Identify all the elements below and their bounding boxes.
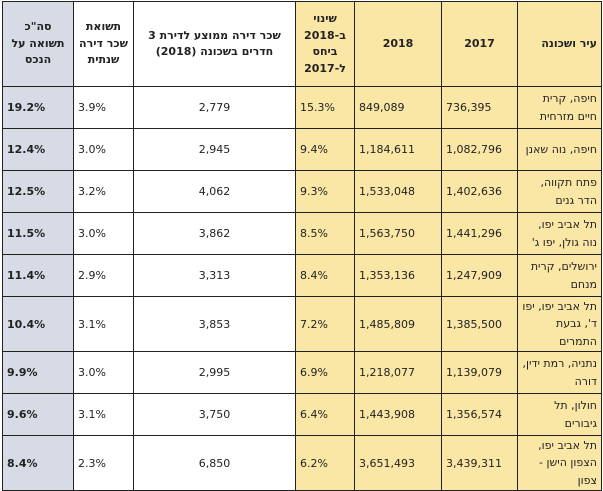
header-row: עיר ושכונה 2017 2018 שינוי ב-2018 ביחס ל… [2, 1, 602, 87]
cell-2017: 1,247,909 [441, 254, 518, 297]
cell-change: 7.2% [295, 296, 355, 352]
cell-change: 6.2% [295, 435, 355, 491]
table-row: ירושלים, קרית מנחם 1,247,909 1,353,136 8.4%… [2, 254, 602, 297]
cell-city: תל אביב יפו, יפו ד', גבעת התמרים [517, 296, 602, 352]
cell-rent: 6,850 [133, 435, 296, 491]
cell-rent-yield: 3.0% [73, 351, 134, 394]
header-city: עיר ושכונה [517, 1, 602, 87]
cell-2018: 1,533,048 [354, 170, 442, 213]
cell-total: 19.2% [2, 86, 74, 129]
cell-rent: 2,995 [133, 351, 296, 394]
header-2018: 2018 [354, 1, 442, 87]
table-row: פתח תקווה, הדר גנים 1,402,636 1,533,048 9.3… [2, 170, 602, 213]
cell-city: נתניה, רמת ידין, דורה [517, 351, 602, 394]
cell-total: 12.5% [2, 170, 74, 213]
cell-2017: 1,139,079 [441, 351, 518, 394]
cell-2018: 1,184,611 [354, 128, 442, 171]
city-label: נתניה, רמת ידין, דורה [522, 356, 597, 388]
city-label: תל אביב יפו, יפו ד', גבעת התמרים [522, 299, 597, 348]
table-row: תל אביב יפו, הצפון הישן - צפון 3,439,311 3… [2, 435, 602, 491]
cell-rent: 2,945 [133, 128, 296, 171]
header-change: שינוי ב-2018 ביחס ל-2017 [295, 1, 355, 87]
cell-total: 11.4% [2, 254, 74, 297]
table-row: תל אביב יפו, נוה גולן, יפו ג' 1,441,296 1,… [2, 212, 602, 255]
cell-rent-yield: 3.1% [73, 296, 134, 352]
cell-2017: 1,356,574 [441, 393, 518, 436]
cell-city: חולון, תל גיבורים [517, 393, 602, 436]
cell-total: 8.4% [2, 435, 74, 491]
cell-2018: 849,089 [354, 86, 442, 129]
cell-city: פתח תקווה, הדר גנים [517, 170, 602, 213]
cell-rent-yield: 2.9% [73, 254, 134, 297]
cell-rent-yield: 3.0% [73, 212, 134, 255]
cell-2018: 1,353,136 [354, 254, 442, 297]
table-row: חיפה, קרית חיים מזרחית 736,395 849,089 15.3… [2, 86, 602, 129]
cell-total: 9.9% [2, 351, 74, 394]
cell-rent: 3,750 [133, 393, 296, 436]
cell-change: 9.3% [295, 170, 355, 213]
cell-change: 6.9% [295, 351, 355, 394]
cell-rent-yield: 3.0% [73, 128, 134, 171]
cell-rent: 3,862 [133, 212, 296, 255]
header-rent-yield: תשואת שכר דירה שנתית [73, 1, 134, 87]
table-row: חיפה, נוה שאנן 1,082,796 1,184,611 9.4% 2,94… [2, 128, 602, 171]
cell-city: חיפה, נוה שאנן [517, 128, 602, 171]
cell-2018: 3,651,493 [354, 435, 442, 491]
table-row: תל אביב יפו, יפו ד', גבעת התמרים 1,385,50… [2, 296, 602, 352]
cell-2017: 1,402,636 [441, 170, 518, 213]
cell-city: חיפה, קרית חיים מזרחית [517, 86, 602, 129]
city-label: חולון, תל גיבורים [554, 398, 597, 430]
cell-rent-yield: 2.3% [73, 435, 134, 491]
cell-2017: 3,439,311 [441, 435, 518, 491]
cell-2017: 1,385,500 [441, 296, 518, 352]
city-label: תל אביב יפו, נוה גולן, יפו ג' [531, 217, 597, 249]
cell-total: 11.5% [2, 212, 74, 255]
cell-change: 6.4% [295, 393, 355, 436]
cell-rent: 3,313 [133, 254, 296, 297]
cell-2018: 1,563,750 [354, 212, 442, 255]
cell-rent: 2,779 [133, 86, 296, 129]
cell-2017: 1,441,296 [441, 212, 518, 255]
header-rent: שכר דירה ממוצע לדירת 3 חדרים בשכונה (201… [133, 1, 296, 87]
cell-2018: 1,218,077 [354, 351, 442, 394]
cell-city: תל אביב יפו, הצפון הישן - צפון [517, 435, 602, 491]
cell-2017: 736,395 [441, 86, 518, 129]
cell-city: ירושלים, קרית מנחם [517, 254, 602, 297]
cell-change: 8.5% [295, 212, 355, 255]
city-label: תל אביב יפו, הצפון הישן - צפון [538, 438, 597, 487]
cell-total: 10.4% [2, 296, 74, 352]
header-2017: 2017 [441, 1, 518, 87]
city-label: פתח תקווה, הדר גנים [540, 175, 598, 207]
cell-rent: 3,853 [133, 296, 296, 352]
cell-2018: 1,443,908 [354, 393, 442, 436]
cell-total: 12.4% [2, 128, 74, 171]
cell-2017: 1,082,796 [441, 128, 518, 171]
city-label: חיפה, קרית חיים מזרחית [539, 91, 597, 123]
table-row: חולון, תל גיבורים 1,356,574 1,443,908 6.4% 3… [2, 393, 602, 436]
table-row: נתניה, רמת ידין, דורה 1,139,079 1,218,077 6… [2, 351, 602, 394]
city-label: חיפה, נוה שאנן [525, 142, 597, 156]
cell-total: 9.6% [2, 393, 74, 436]
cell-change: 9.4% [295, 128, 355, 171]
cell-change: 15.3% [295, 86, 355, 129]
cell-2018: 1,485,809 [354, 296, 442, 352]
cell-change: 8.4% [295, 254, 355, 297]
cell-rent-yield: 3.9% [73, 86, 134, 129]
cell-rent: 4,062 [133, 170, 296, 213]
city-label: ירושלים, קרית מנחם [530, 259, 597, 291]
cell-rent-yield: 3.2% [73, 170, 134, 213]
header-total: סה"כ תשואה על הנכס [2, 1, 74, 87]
cell-rent-yield: 3.1% [73, 393, 134, 436]
cell-city: תל אביב יפו, נוה גולן, יפו ג' [517, 212, 602, 255]
